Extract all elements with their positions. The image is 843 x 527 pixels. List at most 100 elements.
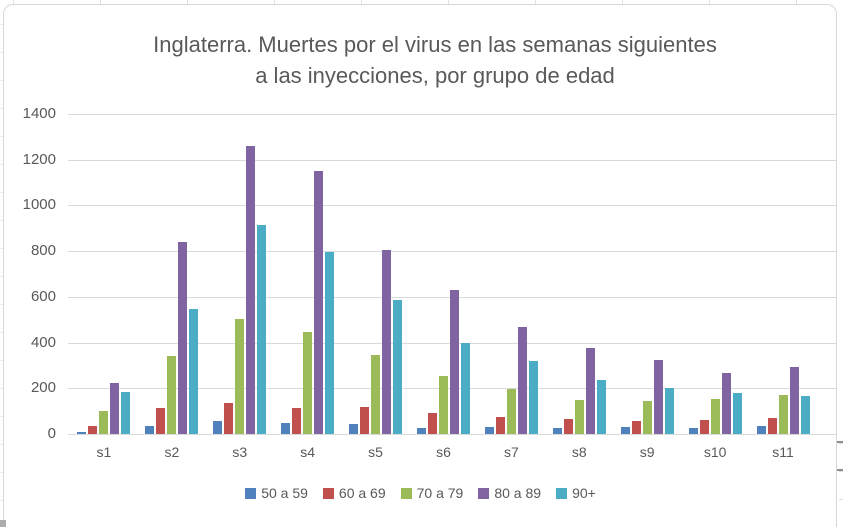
bar-60a69-s8 (563, 419, 573, 434)
y-tick-label-1200: 1200 (22, 150, 56, 168)
legend: 50 a 59 60 a 69 70 a 79 80 a 89 90+ (3, 485, 838, 501)
bar-50a59-s4 (281, 422, 291, 434)
bar-60a69-s10 (699, 420, 709, 434)
gridline-0 (68, 434, 836, 435)
bar-group-s11 (749, 114, 817, 434)
spreadsheet-row-line (0, 472, 3, 473)
chart-title: Inglaterra. Muertes por el virus en las … (44, 29, 826, 91)
bar-group-s1 (70, 114, 138, 434)
spreadsheet-row-line (0, 192, 3, 193)
y-tick-label-1400: 1400 (22, 105, 56, 122)
bar-group-s7 (477, 114, 545, 434)
y-tick-label-200: 200 (30, 379, 56, 397)
legend-label: 90+ (572, 485, 596, 501)
legend-label: 60 a 69 (338, 485, 386, 501)
spreadsheet-row-line (0, 388, 3, 389)
bar-80a89-s11 (789, 366, 799, 434)
spreadsheet-row-line (0, 108, 3, 109)
legend-item-90+: 90+ (556, 485, 596, 501)
bar-80a89-s5 (382, 250, 392, 434)
bar-90+-s3 (257, 224, 267, 434)
spreadsheet-column-line (13, 0, 14, 4)
chart-title-line2: a las inyecciones, por grupo de edad (255, 63, 615, 88)
x-tick-label-s3: s3 (232, 444, 248, 460)
chart-object[interactable]: Inglaterra. Muertes por el virus en las … (3, 4, 837, 527)
x-tick-label-s1: s1 (96, 444, 112, 460)
gridline-1200 (68, 159, 836, 161)
legend-item-80a89: 80 a 89 (478, 485, 541, 501)
bar-70a79-s10 (710, 398, 720, 434)
bar-50a59-s1 (77, 431, 87, 434)
bar-group-s3 (206, 114, 274, 434)
bar-70a79-s1 (99, 411, 109, 434)
bar-60a69-s7 (495, 416, 505, 434)
bar-80a89-s6 (449, 290, 459, 434)
bar-group-s8 (545, 114, 613, 434)
x-axis-labels: s1 s2 s3 s4 s5 s6 s7 s8 s9 s10 s11 (70, 444, 817, 460)
x-tick-label-s5: s5 (368, 444, 383, 460)
bar-group-s10 (681, 114, 749, 434)
bar-60a69-s4 (292, 407, 302, 434)
bar-50a59-s6 (416, 428, 426, 434)
bar-60a69-s11 (767, 418, 777, 434)
bar-50a59-s10 (688, 428, 698, 434)
spreadsheet-row-marker (837, 441, 843, 443)
bar-group-s9 (613, 114, 681, 434)
spreadsheet-column-line (361, 0, 362, 4)
x-tick-label-s7: s7 (503, 444, 519, 460)
bar-80a89-s7 (517, 326, 527, 434)
gridline-800 (68, 251, 836, 253)
x-tick-label-s8: s8 (571, 444, 587, 460)
spreadsheet-row-line (0, 52, 3, 53)
bar-90+-s8 (596, 380, 606, 434)
bar-90+-s6 (460, 342, 470, 434)
bar-50a59-s2 (145, 426, 155, 434)
bar-group-s6 (410, 114, 478, 434)
spreadsheet-row-line (0, 276, 3, 277)
bar-70a79-s7 (506, 389, 516, 434)
spreadsheet-column-line (274, 0, 275, 4)
spreadsheet-row-line (0, 220, 3, 221)
legend-swatch-icon (400, 487, 412, 499)
legend-label: 80 a 89 (494, 485, 542, 501)
spreadsheet-row-line (0, 136, 3, 137)
bar-60a69-s3 (224, 403, 234, 434)
bar-60a69-s6 (427, 413, 437, 434)
spreadsheet-corner-fragment (0, 520, 6, 527)
legend-label: 70 a 79 (416, 485, 464, 501)
x-tick-label-s11: s11 (772, 444, 794, 460)
bar-80a89-s1 (110, 382, 120, 434)
bar-70a79-s4 (303, 332, 313, 434)
legend-label: 50 a 59 (261, 485, 308, 501)
spreadsheet-column-line (187, 0, 188, 4)
spreadsheet-column-line (448, 0, 449, 4)
bar-70a79-s2 (167, 356, 177, 434)
y-tick-label-400: 400 (30, 333, 56, 351)
legend-swatch-icon (322, 487, 334, 499)
spreadsheet-row-line (0, 332, 3, 333)
bar-50a59-s7 (484, 427, 494, 434)
bar-70a79-s9 (642, 400, 652, 434)
y-tick-label-600: 600 (30, 287, 56, 305)
legend-item-60a69: 60 a 69 (322, 485, 386, 501)
bar-90+-s11 (800, 396, 810, 434)
bar-80a89-s3 (246, 146, 256, 434)
bar-60a69-s1 (88, 426, 98, 434)
bar-70a79-s3 (235, 318, 245, 434)
y-tick-label-1000: 1000 (22, 196, 56, 214)
spreadsheet-column-line (535, 0, 536, 4)
gridline-1400 (68, 114, 836, 115)
x-tick-label-s2: s2 (164, 444, 180, 460)
spreadsheet-row-line (0, 24, 3, 25)
bar-50a59-s9 (620, 427, 630, 434)
bar-90+-s5 (393, 300, 403, 434)
bar-90+-s7 (528, 360, 538, 434)
spreadsheet-row-line (0, 444, 3, 445)
bar-70a79-s5 (371, 355, 381, 434)
x-tick-label-s6: s6 (436, 444, 451, 460)
spreadsheet-row-line (839, 443, 843, 444)
bar-50a59-s3 (213, 421, 223, 434)
bar-group-s4 (274, 114, 342, 434)
bar-90+-s4 (325, 252, 335, 434)
y-axis-labels: 0 200 400 600 800 1000 1200 1400 (0, 0, 56, 527)
